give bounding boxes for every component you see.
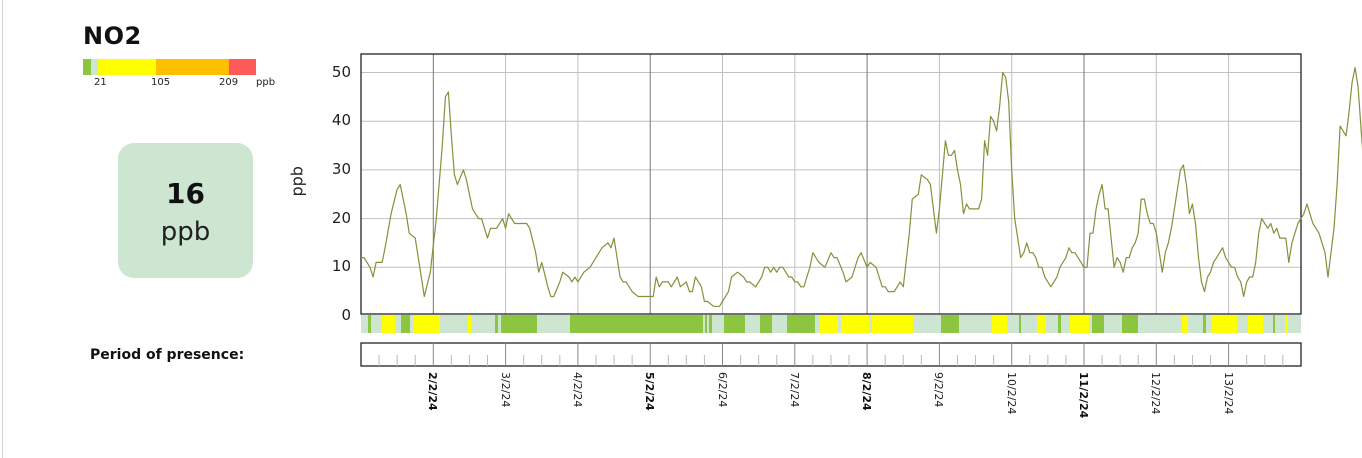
- x-tick-label: 5/2/24: [643, 372, 657, 411]
- presence-segment: [841, 315, 869, 333]
- pollutant-scale-labels: 21 105 209 ppb: [83, 77, 283, 91]
- pollutant-scale-bar: [83, 59, 256, 75]
- scale-segment: [91, 59, 98, 75]
- presence-segment: [1058, 315, 1061, 333]
- scale-label: 21: [94, 77, 107, 88]
- current-value: 16: [166, 177, 205, 210]
- period-of-presence-label: Period of presence:: [90, 347, 245, 363]
- y-tick-label: 0: [341, 306, 351, 324]
- presence-segment: [368, 315, 371, 333]
- presence-segment: [382, 315, 395, 333]
- scale-label: ppb: [256, 77, 276, 88]
- current-value-unit: ppb: [160, 217, 211, 247]
- y-tick-label: 20: [331, 208, 351, 227]
- no2-series-line: [361, 66, 1362, 307]
- x-tick-label: 8/2/24: [860, 372, 874, 411]
- plot-frame: [360, 53, 1302, 315]
- presence-segment: [413, 315, 440, 333]
- x-tick-label: 11/2/24: [1077, 372, 1090, 419]
- presence-segment: [501, 315, 537, 333]
- presence-segment: [941, 315, 959, 333]
- x-tick-label: 3/2/24: [498, 372, 512, 408]
- x-tick-label: 7/2/24: [787, 372, 801, 408]
- scale-segment: [229, 59, 256, 75]
- x-tick-label: 12/2/24: [1149, 372, 1163, 415]
- pollutant-title: NO2: [83, 22, 142, 50]
- presence-segment: [401, 315, 410, 333]
- current-value-gauge: 16 ppb: [118, 143, 253, 278]
- presence-segment: [1019, 315, 1021, 333]
- presence-segment: [468, 315, 471, 333]
- scale-segment: [156, 59, 229, 75]
- presence-segment: [1092, 315, 1104, 333]
- x-tick-label: 13/2/24: [1221, 372, 1235, 415]
- presence-segment: [872, 315, 913, 333]
- presence-segment: [709, 315, 712, 333]
- x-tick-label: 9/2/24: [932, 372, 946, 408]
- y-tick-label: 30: [331, 159, 351, 178]
- presence-segment: [1203, 315, 1206, 333]
- y-tick-label: 50: [331, 62, 351, 81]
- presence-segment: [1182, 315, 1188, 333]
- scale-label: 209: [219, 77, 239, 88]
- scale-label: 105: [151, 77, 171, 88]
- page-left-border: [2, 0, 3, 458]
- presence-segment: [705, 315, 707, 333]
- y-tick-label: 40: [331, 111, 351, 130]
- x-tick-label: 10/2/24: [1004, 372, 1018, 415]
- presence-segment: [992, 315, 1007, 333]
- presence-segment: [820, 315, 838, 333]
- x-tick-label: 4/2/24: [570, 372, 584, 408]
- x-tick-label: 6/2/24: [715, 372, 729, 408]
- presence-segment: [1212, 315, 1237, 333]
- presence-segment: [760, 315, 772, 333]
- presence-segment: [495, 315, 498, 333]
- presence-segment: [1273, 315, 1275, 333]
- presence-segment: [787, 315, 815, 333]
- scale-segment: [98, 59, 156, 75]
- y-tick-label: 10: [331, 257, 351, 276]
- presence-segment: [1122, 315, 1138, 333]
- presence-segment: [724, 315, 745, 333]
- presence-segment: [1037, 315, 1046, 333]
- presence-segment: [1248, 315, 1263, 333]
- presence-segment: [1285, 315, 1288, 333]
- presence-segment: [1070, 315, 1089, 333]
- presence-segment: [570, 315, 703, 333]
- x-tick-label: 2/2/24: [426, 372, 440, 411]
- scale-segment: [83, 59, 91, 75]
